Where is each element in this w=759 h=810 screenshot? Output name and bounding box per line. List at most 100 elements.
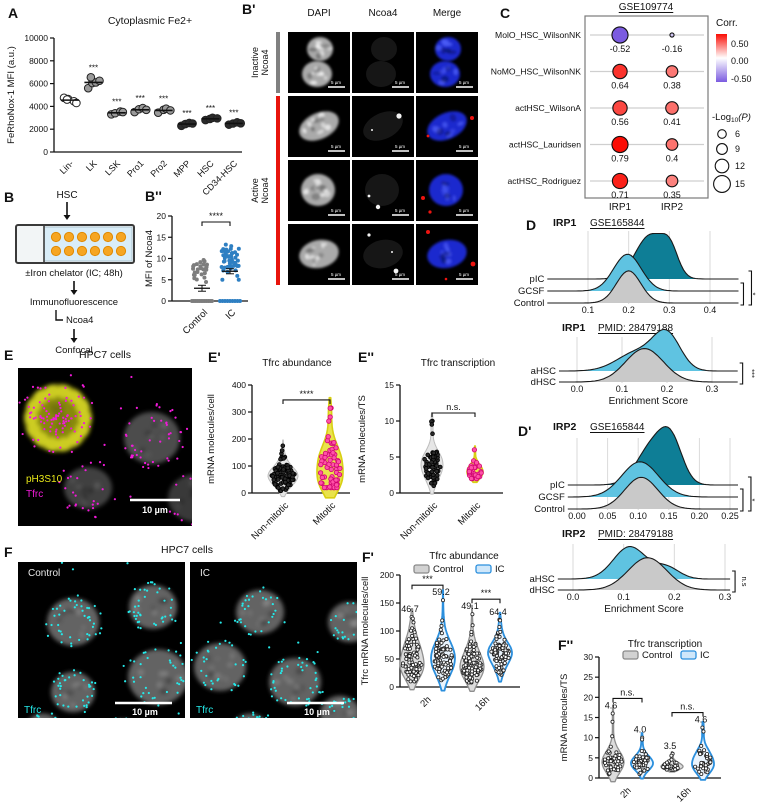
corr-dot (612, 63, 628, 80)
x-tick-label: 0.20 (691, 511, 709, 521)
scale-bar-label: 10 µm (304, 707, 330, 717)
y-tick-label: 0 (389, 488, 394, 498)
corr-value: 0.71 (611, 190, 629, 200)
y-tick-label: 20 (584, 692, 594, 702)
x-axis-label: Enrichment Score (604, 604, 684, 615)
significance-label: n.s (740, 576, 749, 586)
plot-frame (584, 15, 709, 199)
panel-label-D: D (526, 217, 537, 233)
x-tick-label: 0.2 (668, 592, 681, 602)
marker-label-tfrc: Tfrc (24, 705, 41, 716)
x-tick-label: 0.2 (661, 384, 674, 394)
x-tick-label: 0.3 (719, 592, 732, 602)
chart-title: HPC7 cells (161, 544, 213, 556)
panel-A-chart: Cytoplasmic Fe2+ 0 2000 4000 6000 8000 10000 Fe… (6, 15, 246, 197)
legend-tick: 6 (735, 129, 740, 139)
significance-label: *** (159, 95, 168, 104)
group-IC (218, 242, 242, 303)
y-tick-label: 100 (232, 461, 246, 471)
dish-diagram (15, 224, 135, 264)
corr-value: 0.4 (666, 154, 679, 164)
legend-tick: 0.00 (731, 56, 749, 66)
violin-dots (602, 711, 624, 776)
legend: Control IC (622, 650, 710, 661)
x-tick-label: 0.25 (721, 511, 739, 521)
column-label: IRP2 (661, 202, 684, 213)
mean-value: 59.2 (432, 587, 450, 597)
group-Pro2: *** (153, 95, 175, 117)
step-input: HSC (56, 190, 77, 201)
mean-value: 46.7 (401, 604, 419, 614)
cell-blob (129, 584, 177, 630)
significance-label: *** (182, 109, 191, 118)
violin-dots (466, 447, 484, 482)
y-tick-label: 25 (584, 672, 594, 682)
chart-title: Cytoplasmic Fe2+ (108, 15, 192, 27)
significance-label: *** (206, 104, 215, 113)
significance-label: *** (89, 63, 98, 72)
significance-label: *** (481, 588, 492, 598)
row-label: actHSC_Rodriguez (507, 176, 581, 186)
y-tick-label: 8000 (29, 56, 48, 66)
x-tick-label: LSK (103, 158, 122, 177)
micrograph-tile: 5 µm (288, 224, 350, 285)
corr-legend: Corr. 0.50 0.00 -0.50 (716, 18, 752, 84)
ridge-series-label: dHSC (529, 585, 554, 596)
y-tick-label: 5 (161, 275, 166, 285)
x-tick-label: 0.10 (629, 511, 647, 521)
gene-label: IRP1 (562, 322, 586, 334)
x-tick-label: Pro2 (148, 158, 169, 179)
row-label: actHSC_Lauridsen (509, 140, 581, 150)
scale-bar-label: 5 µm (395, 144, 405, 149)
y-tick-label: 100 (380, 626, 394, 636)
size-legend: -Log10(P) 6 9 12 15 (712, 112, 751, 193)
violin-dots (432, 598, 454, 683)
scale-bar-label: 5 µm (331, 144, 341, 149)
x-tick-label: Control (181, 307, 210, 336)
legend-tick: 9 (735, 144, 740, 154)
tfrc-dots (190, 586, 357, 718)
legend-tick: 0.50 (731, 39, 749, 49)
ridge-series-pIC (547, 232, 739, 280)
cell-blob (435, 37, 461, 61)
micrograph-tile: 5 µm (288, 32, 350, 93)
ridge-series-Control (547, 270, 739, 304)
column-header: Ncoa4 (369, 8, 398, 19)
significance-label: *** (112, 98, 121, 107)
scale-bar-label: 5 µm (395, 80, 405, 85)
y-tick-label: 5 (389, 452, 394, 462)
chart-title: Tfrc transcription (628, 639, 702, 650)
cell-blob (302, 61, 332, 87)
mean-value: 64.4 (489, 607, 507, 617)
inactive-bar (276, 32, 280, 93)
x-tick-label: Pro1 (125, 158, 146, 179)
row-group-label: Active (250, 178, 260, 203)
panel-C-dotplot: GSE109774 MolO_HSC_WilsonNK -0.52 -0.16 NoMO… (491, 2, 752, 213)
micrograph-tile: 5 µm (352, 32, 414, 93)
ridge-series-label: GCSF (538, 492, 565, 503)
row-group-label: Ncoa4 (260, 49, 270, 75)
scale-bar-label: 5 µm (459, 272, 469, 277)
row-label: NoMO_HSC_WilsonNK (491, 67, 582, 77)
corr-dot (669, 32, 675, 38)
cell-blob (269, 658, 321, 706)
x-tick-label: 0.2 (622, 305, 635, 315)
y-tick-label: 0 (43, 147, 48, 157)
y-tick-label: 150 (380, 598, 394, 608)
legend-label: IC (700, 650, 710, 661)
panel-Fp-violin: Tfrc abundance Control IC 0 50 100 150 200 Tfrc … (360, 551, 520, 713)
scale-bar-label: 10 µm (132, 707, 158, 717)
ridge-series-label: pIC (550, 480, 565, 491)
chart-title: Tfrc transcription (421, 358, 495, 369)
cell-blob (427, 239, 467, 269)
scale-bar-label: 10 µm (142, 505, 168, 515)
legend-title: Corr. (716, 18, 738, 29)
scale-bar-label: 5 µm (459, 80, 469, 85)
significance-label: **** (756, 282, 759, 294)
corr-dot (611, 135, 629, 154)
group-MPP: *** (177, 109, 197, 131)
panel-B-diagram: HSC ±Iron chelator (IC; 48h) Immunofluores… (15, 190, 135, 356)
x-tick-label: Lin- (58, 158, 76, 176)
